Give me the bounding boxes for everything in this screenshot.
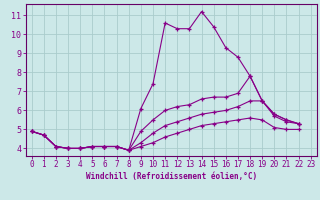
X-axis label: Windchill (Refroidissement éolien,°C): Windchill (Refroidissement éolien,°C) xyxy=(86,172,257,181)
